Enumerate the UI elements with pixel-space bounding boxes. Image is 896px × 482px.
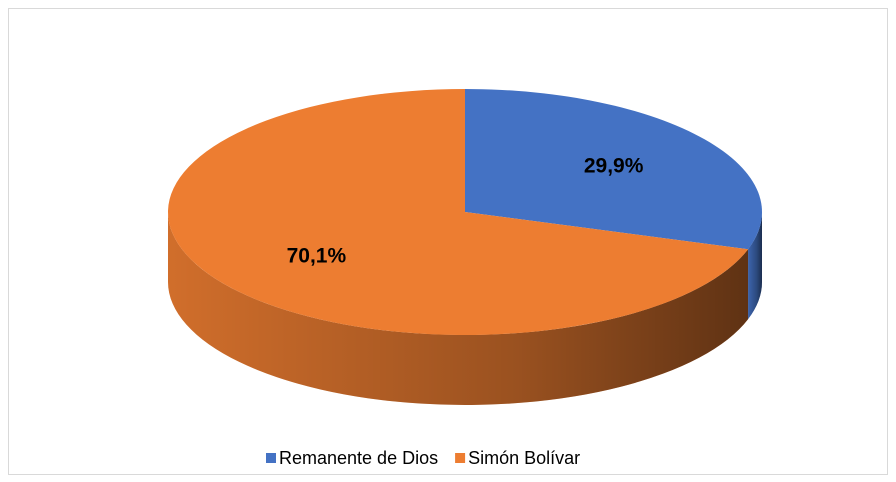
legend-label: Simón Bolívar [468, 448, 580, 468]
data-label: 70,1% [287, 245, 347, 268]
slice-side-shade [168, 212, 749, 405]
pie-sides [168, 212, 762, 405]
slice [167, 89, 749, 335]
slice-side-shade [748, 212, 762, 320]
slice [465, 89, 762, 250]
legend-label: Remanente de Dios [279, 448, 438, 468]
legend-swatch [455, 453, 466, 463]
legend-swatch [266, 453, 276, 463]
legend: Remanente de Dios Simón Bolívar [266, 448, 580, 468]
data-labels: 29,9% 70,1% [287, 155, 644, 268]
pie-tops [167, 89, 762, 335]
data-label: 29,9% [584, 155, 644, 178]
